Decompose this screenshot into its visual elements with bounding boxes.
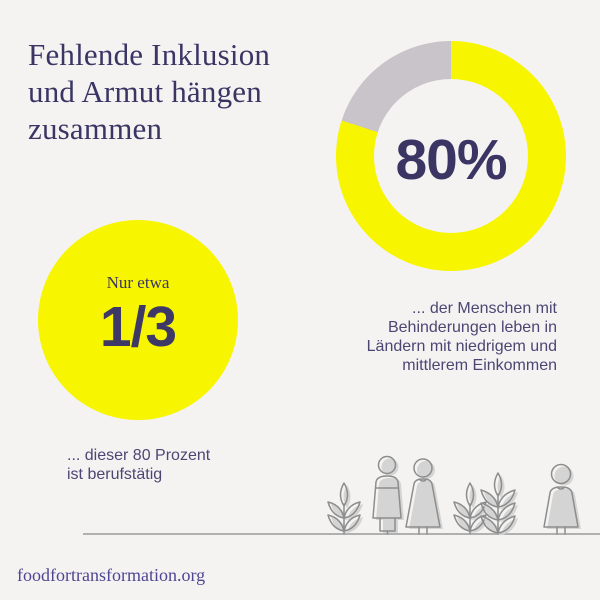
donut-hole: [374, 79, 528, 233]
wheat-plant-icon-3: [480, 472, 518, 536]
person-icon-1: [372, 455, 404, 536]
donut-center-label: 80%: [395, 128, 507, 192]
circle-caption: ... dieser 80 Prozent ist berufstätig: [67, 447, 211, 483]
stat-prefix: Nur etwa: [106, 273, 170, 292]
stat-value: 1/3: [99, 295, 177, 359]
wheat-plant-icon-1: [327, 482, 363, 536]
page-title: Fehlende Inklusion und Armut hängen zusa…: [28, 37, 271, 146]
donut-chart: 80%: [336, 41, 566, 271]
person-icon-2: [405, 458, 443, 536]
one-third-circle: Nur etwa 1/3: [38, 220, 238, 420]
people-plants-illustration: [83, 455, 600, 536]
person-icon-3: [543, 463, 581, 536]
website-url: foodfortransformation.org: [17, 565, 206, 585]
donut-caption: ... der Menschen mit Behinderungen leben…: [366, 300, 557, 374]
